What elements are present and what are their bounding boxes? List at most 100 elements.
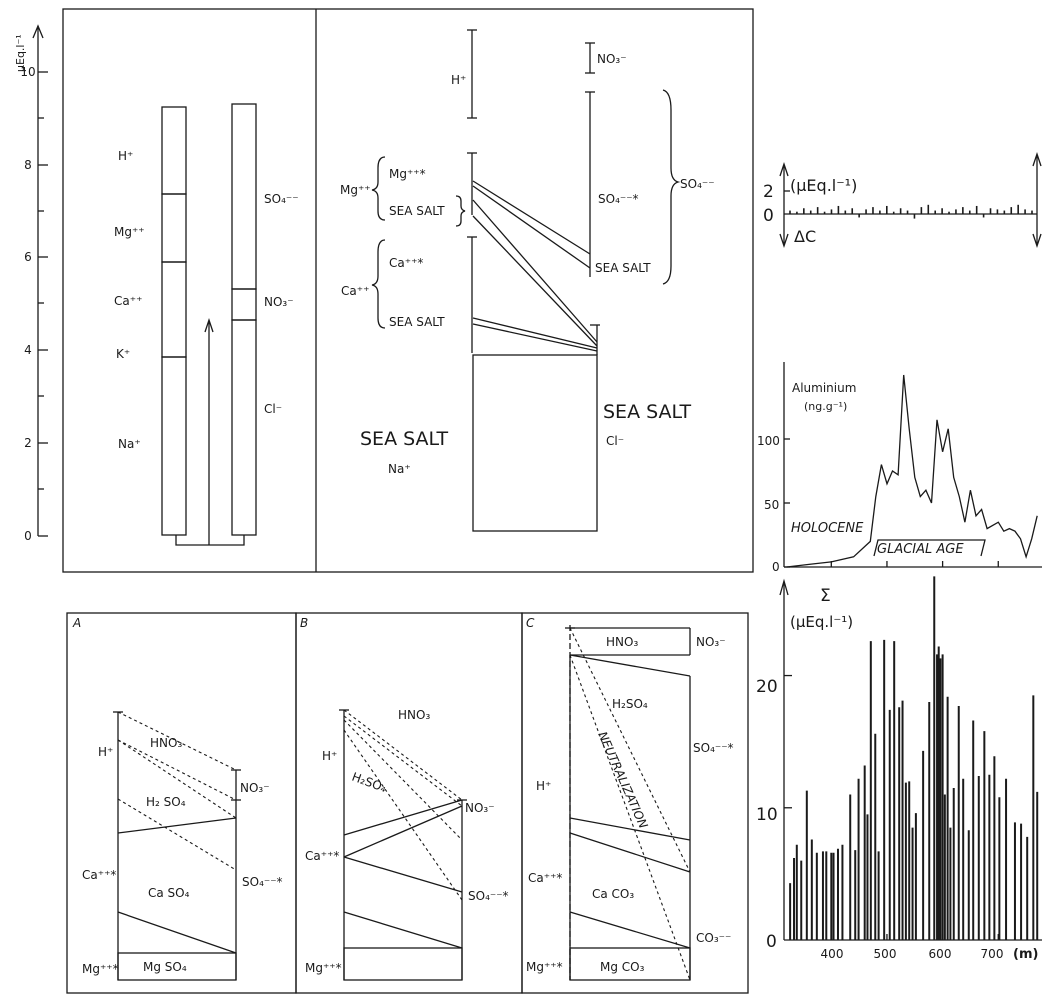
ss-ca-label: Ca⁺⁺ — [341, 284, 369, 298]
b-h-label: H⁺ — [322, 749, 337, 763]
holocene-label: HOLOCENE — [791, 521, 864, 536]
c-ca-label: Ca⁺⁺* — [528, 871, 562, 885]
b-hno3-label: HNO₃ — [398, 708, 430, 722]
ss-mg-label: Mg⁺⁺ — [340, 183, 371, 197]
c-co3-label: CO₃⁻⁻ — [696, 931, 731, 945]
a-hno3-label: HNO₃ — [150, 736, 182, 750]
ss-so4-total-label: SO₄⁻⁻ — [680, 177, 715, 191]
anion-cl-segment — [231, 319, 257, 536]
y-tick-2: 2 — [24, 436, 32, 450]
aluminium-y-tick-100: 100 — [757, 434, 780, 448]
ss-na-label: Na⁺ — [388, 462, 411, 476]
c-hno3-label: HNO₃ — [606, 635, 638, 649]
aluminium-chart: Aluminium (ng.g⁻¹) 100 50 0 HOLOCENE GLA… — [757, 362, 1042, 574]
cation-mg-segment — [161, 193, 187, 263]
c-no3-label: NO₃⁻ — [696, 635, 726, 649]
b-mg-label: Mg⁺⁺* — [305, 961, 342, 975]
a-ca-label: Ca⁺⁺* — [82, 868, 116, 882]
a-mgso4-label: Mg SO₄ — [143, 960, 187, 974]
b-no3-label: NO₃⁻ — [465, 801, 495, 815]
ss-so4-star-label: SO₄⁻⁻* — [598, 192, 639, 206]
ion-balance-panel: 0 2 4 6 8 10 μEq.l⁻¹ H⁺ Mg⁺⁺ Ca⁺⁺ K⁺ Na⁺… — [14, 8, 754, 573]
delta-c-tick-2: 2 — [763, 182, 774, 202]
y-tick-10: 10 — [20, 65, 35, 79]
ss-mg-star-label: Mg⁺⁺* — [389, 167, 426, 181]
ss-no3-label: NO₃⁻ — [597, 52, 627, 66]
label-cl: Cl⁻ — [264, 402, 282, 416]
ss-mg-seasalt-label: SEA SALT — [389, 204, 445, 218]
label-h: H⁺ — [118, 149, 133, 163]
cation-na-segment — [161, 356, 187, 536]
sigma-x-tick-500: 500 — [874, 947, 897, 961]
b-so4-label: SO₄⁻⁻* — [468, 889, 509, 903]
label-no3: NO₃⁻ — [264, 295, 294, 309]
y-axis-unit: μEq.l⁻¹ — [14, 34, 27, 72]
label-mg: Mg⁺⁺ — [114, 225, 145, 239]
delta-c-tick-0: 0 — [763, 206, 774, 226]
y-tick-8: 8 — [24, 158, 32, 172]
a-mg-label: Mg⁺⁺* — [82, 962, 119, 976]
sea-salt-block — [472, 354, 598, 532]
aluminium-series-line — [786, 374, 1038, 568]
cation-ca-k-segment — [161, 261, 187, 358]
sea-salt-decomposition: H⁺ Mg⁺⁺ Mg⁺⁺* SEA SALT Ca⁺⁺ Ca⁺⁺* SEA SA… — [340, 29, 715, 532]
y-tick-4: 4 — [24, 343, 32, 357]
glacial-age-box — [873, 539, 986, 557]
delta-c-label: ΔC — [794, 227, 816, 246]
sigma-x-tick-600: 600 — [929, 947, 952, 961]
ss-ca-star-label: Ca⁺⁺* — [389, 256, 423, 270]
c-h2so4-label: H₂SO₄ — [612, 697, 648, 711]
y-tick-6: 6 — [24, 250, 32, 264]
label-na: Na⁺ — [118, 437, 141, 451]
sigma-x-tick-400: 400 — [821, 947, 844, 961]
cation-column: H⁺ Mg⁺⁺ Ca⁺⁺ K⁺ Na⁺ — [114, 106, 187, 536]
a-h-label: H⁺ — [98, 745, 113, 759]
sigma-chart: Σ (μEq.l⁻¹) 20 10 0 400 500 600 700 (m) — [756, 576, 1042, 962]
c-caco3-label: Ca CO₃ — [592, 887, 634, 901]
aluminium-unit: (ng.g⁻¹) — [804, 400, 847, 413]
c-mgco3-label: Mg CO₃ — [600, 960, 645, 974]
panel-b-letter: B — [300, 616, 308, 630]
sigma-x-unit: (m) — [1013, 947, 1038, 962]
c-h-label: H⁺ — [536, 779, 551, 793]
sigma-y-tick-0: 0 — [766, 932, 777, 952]
panel-c: C HNO₃ NO₃⁻ H₂SO₄ H⁺ NEUTRALIZATION SO₄⁻… — [521, 612, 749, 994]
y-tick-0: 0 — [24, 529, 32, 543]
label-ca: Ca⁺⁺ — [114, 294, 142, 308]
sigma-unit: (μEq.l⁻¹) — [790, 613, 853, 631]
concentration-axis: 0 2 4 6 8 10 μEq.l⁻¹ — [14, 24, 48, 543]
anion-no3-segment — [231, 288, 257, 321]
c-mg-label: Mg⁺⁺* — [526, 960, 563, 974]
cation-h-segment — [161, 106, 187, 195]
c-so4-label: SO₄⁻⁻* — [693, 741, 734, 755]
aluminium-y-tick-0: 0 — [772, 560, 780, 574]
ss-big-label-left: SEA SALT — [360, 428, 448, 450]
ss-so4-seasalt-label: SEA SALT — [595, 261, 651, 275]
aluminium-title: Aluminium — [792, 381, 856, 395]
sigma-x-tick-700: 700 — [981, 947, 1004, 961]
label-k: K⁺ — [116, 347, 130, 361]
sigma-y-tick-20: 20 — [756, 677, 778, 697]
b-h2so4-label: H₂SO₄ — [350, 770, 389, 795]
panel-c-letter: C — [526, 616, 535, 630]
delta-c-unit: (μEq.l⁻¹) — [790, 176, 857, 195]
column-connector — [175, 535, 245, 546]
a-h2so4-label: H₂ SO₄ — [146, 795, 186, 809]
ss-h-label: H⁺ — [451, 73, 466, 87]
panel-b: B H⁺ HNO₃ NO₃⁻ H₂SO₄ Ca⁺⁺* SO₄⁻⁻* Mg⁺⁺* — [295, 612, 523, 994]
sigma-y-tick-10: 10 — [756, 805, 778, 825]
delta-c-panel: 2 0 (μEq.l⁻¹) ΔC — [763, 151, 1042, 249]
c-neutralization-label: NEUTRALIZATION — [595, 730, 650, 831]
ss-cl-label: Cl⁻ — [606, 434, 624, 448]
aluminium-y-tick-50: 50 — [764, 498, 779, 512]
a-so4-label: SO₄⁻⁻* — [242, 875, 283, 889]
ss-big-label-right: SEA SALT — [603, 401, 691, 423]
delta-c-bars — [789, 204, 1033, 219]
glacial-age-label: GLACIAL AGE — [877, 542, 964, 557]
anion-column: SO₄⁻⁻ NO₃⁻ Cl⁻ — [231, 103, 299, 536]
panel-a: A H⁺ HNO₃ NO₃⁻ H₂ SO₄ Ca⁺⁺* Ca SO₄ SO₄⁻⁻… — [66, 612, 297, 994]
a-no3-label: NO₃⁻ — [240, 781, 270, 795]
b-ca-label: Ca⁺⁺* — [305, 849, 339, 863]
sigma-symbol: Σ — [820, 586, 831, 606]
